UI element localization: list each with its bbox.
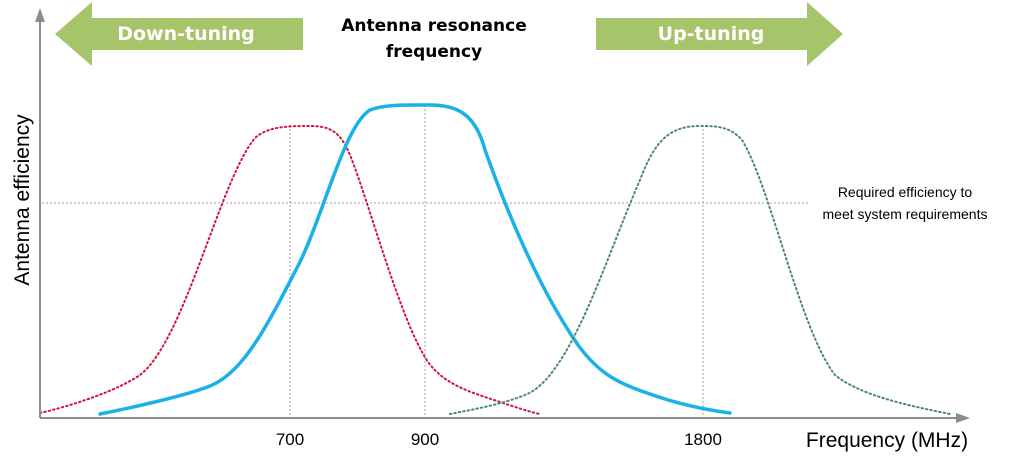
- y-axis-label: Antenna efficiency: [11, 114, 34, 286]
- resonance-curve: [98, 103, 732, 416]
- up-tuning-arrow: Up-tuning: [596, 2, 843, 66]
- x-tick-label-700: 700: [276, 430, 304, 449]
- down-tuning-label: Down-tuning: [117, 23, 255, 45]
- up-tuning-label: Up-tuning: [658, 23, 765, 45]
- x-tick-label-900: 900: [411, 430, 439, 449]
- down-tuning-arrow-shape: [55, 2, 303, 66]
- diagram-title-line1: Antenna resonance: [341, 16, 527, 36]
- required-efficiency-label-line1: Required efficiency to: [838, 184, 973, 200]
- up-tuned-curve: [449, 124, 951, 415]
- down-tuning-arrow: Down-tuning: [55, 2, 303, 66]
- diagram-title-line2: frequency: [386, 42, 482, 62]
- x-tick-label-1800: 1800: [684, 430, 722, 449]
- y-axis-arrowhead: [35, 8, 45, 22]
- down-tuned-curve: [39, 124, 541, 415]
- up-tuning-arrow-shape: [596, 2, 843, 66]
- required-efficiency-label-line2: meet system requirements: [823, 206, 988, 222]
- x-axis-arrowhead: [956, 413, 970, 423]
- x-axis-label: Frequency (MHz): [806, 429, 968, 452]
